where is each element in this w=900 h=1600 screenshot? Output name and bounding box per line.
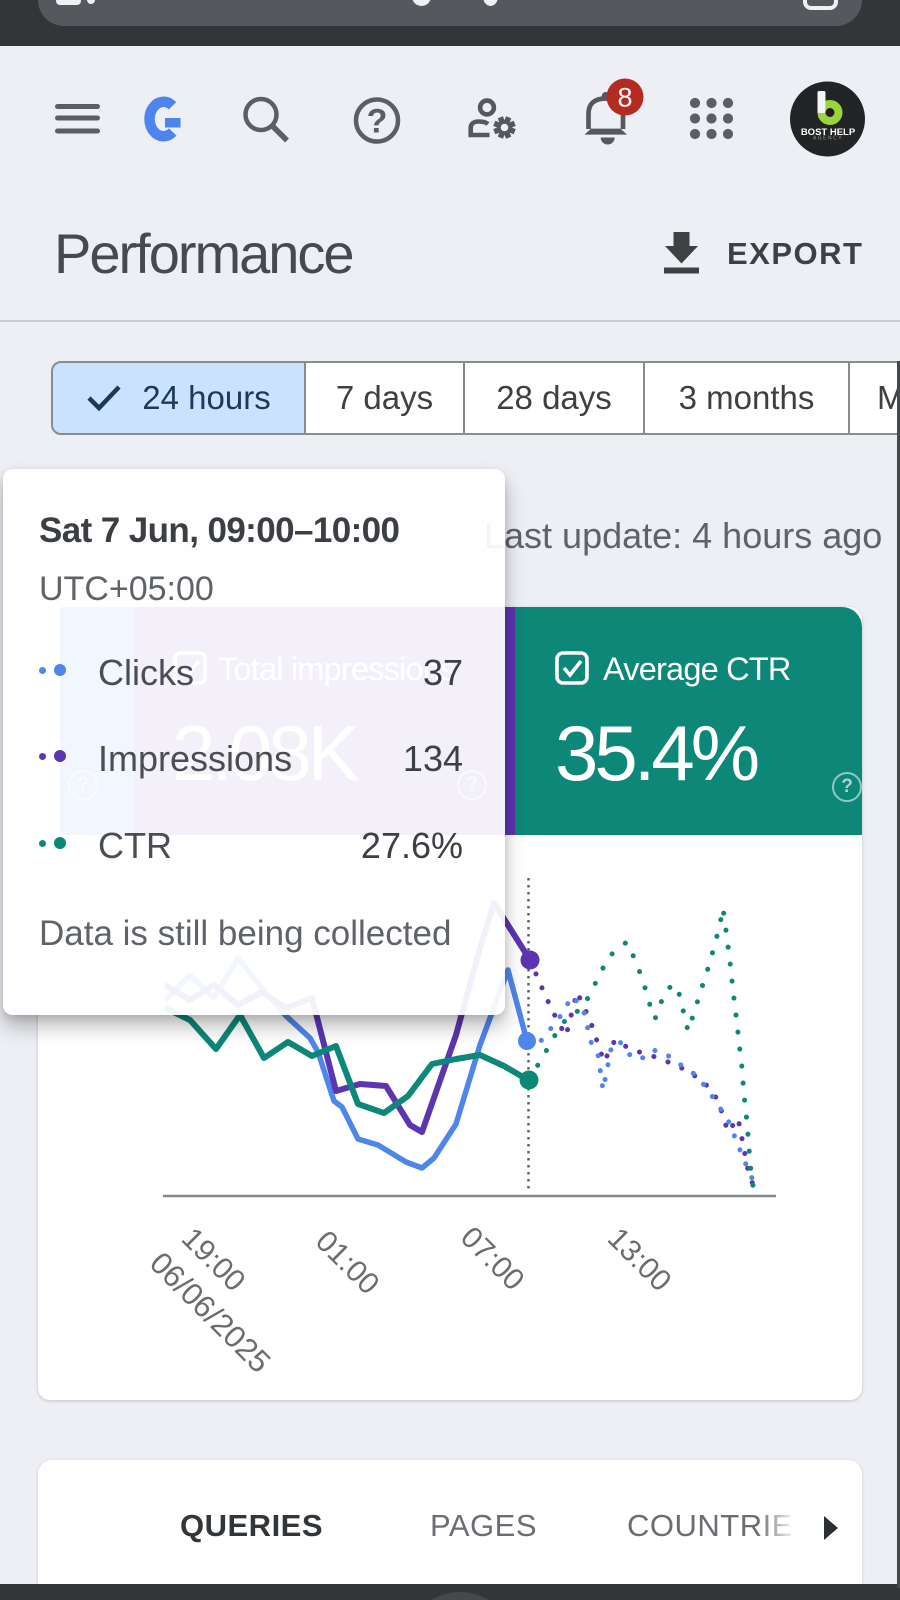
- svg-text:13:00: 13:00: [601, 1222, 677, 1298]
- svg-text:07:00: 07:00: [454, 1221, 530, 1297]
- svg-text:8: 8: [617, 83, 632, 113]
- svg-text:01:00: 01:00: [309, 1225, 385, 1301]
- svg-text:?: ?: [367, 103, 388, 141]
- svg-text:BOST HELP: BOST HELP: [801, 127, 856, 138]
- svg-text:AGENCY: AGENCY: [813, 136, 843, 142]
